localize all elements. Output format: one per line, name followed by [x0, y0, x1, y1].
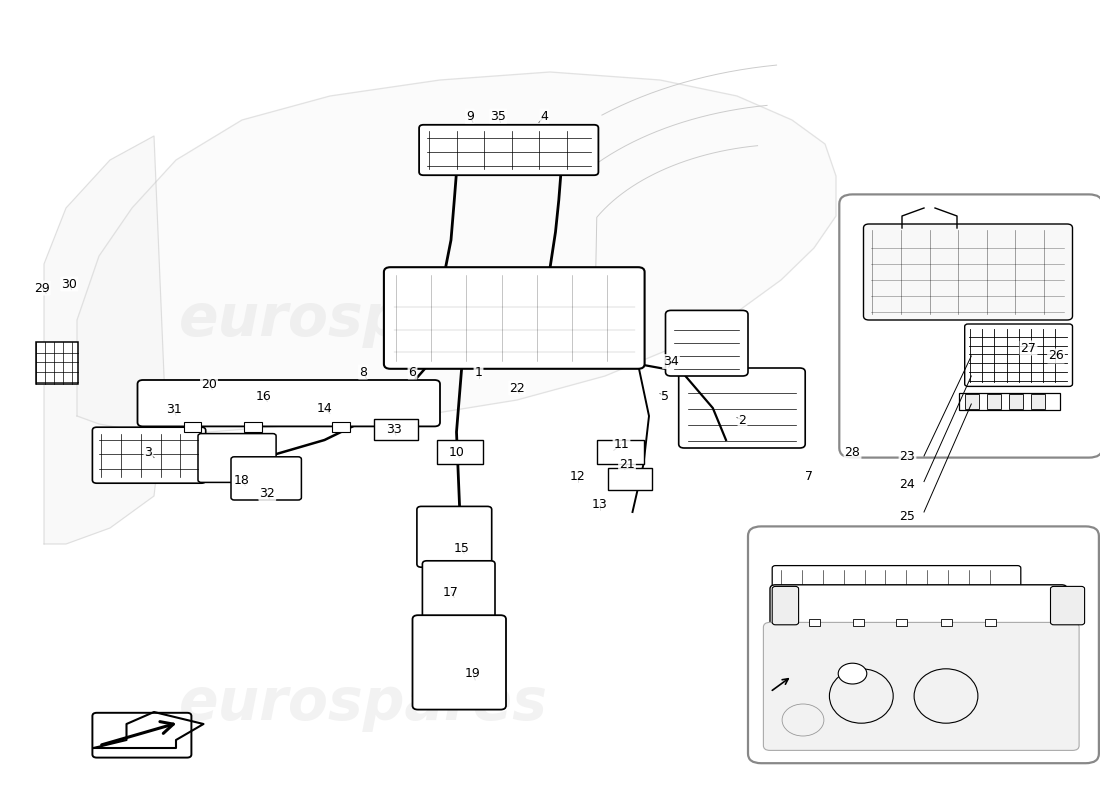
FancyBboxPatch shape — [666, 310, 748, 376]
Bar — [959, 393, 1060, 410]
Text: 21: 21 — [619, 458, 635, 470]
Bar — [36, 342, 78, 384]
Text: 1: 1 — [474, 366, 483, 378]
FancyBboxPatch shape — [1050, 586, 1085, 625]
FancyBboxPatch shape — [138, 380, 440, 426]
Text: 5: 5 — [661, 390, 670, 402]
FancyBboxPatch shape — [412, 615, 506, 710]
Text: 8: 8 — [359, 366, 367, 378]
FancyBboxPatch shape — [864, 224, 1072, 320]
Text: 15: 15 — [454, 542, 470, 554]
Text: 25: 25 — [900, 510, 915, 522]
Bar — [244, 422, 262, 432]
FancyBboxPatch shape — [92, 427, 206, 483]
Bar — [896, 619, 907, 626]
Text: 24: 24 — [900, 478, 915, 490]
FancyBboxPatch shape — [839, 194, 1100, 458]
FancyBboxPatch shape — [417, 506, 492, 567]
Circle shape — [838, 663, 867, 684]
Bar — [984, 619, 996, 626]
Text: 6: 6 — [408, 366, 417, 378]
Text: 18: 18 — [234, 474, 250, 486]
Text: 31: 31 — [166, 403, 182, 416]
Bar — [608, 468, 652, 490]
Text: 14: 14 — [317, 402, 332, 414]
Text: 35: 35 — [491, 110, 506, 122]
FancyBboxPatch shape — [419, 125, 598, 175]
Text: 34: 34 — [663, 355, 679, 368]
Text: 30: 30 — [62, 278, 77, 290]
Text: eurospares: eurospares — [178, 675, 548, 733]
Bar — [965, 394, 979, 409]
FancyBboxPatch shape — [748, 526, 1099, 763]
FancyBboxPatch shape — [679, 368, 805, 448]
FancyBboxPatch shape — [384, 267, 645, 369]
FancyBboxPatch shape — [770, 585, 1067, 626]
Text: 26: 26 — [1048, 350, 1064, 362]
Bar — [808, 619, 820, 626]
Text: 11: 11 — [614, 438, 629, 450]
Polygon shape — [94, 712, 204, 748]
FancyBboxPatch shape — [422, 561, 495, 623]
Bar — [184, 422, 201, 432]
FancyBboxPatch shape — [965, 324, 1072, 386]
FancyBboxPatch shape — [763, 622, 1079, 750]
Text: 16: 16 — [256, 390, 272, 402]
Text: 7: 7 — [804, 470, 813, 482]
Text: 33: 33 — [386, 423, 402, 436]
Text: 23: 23 — [900, 450, 915, 462]
Bar — [1031, 394, 1045, 409]
FancyBboxPatch shape — [772, 566, 1021, 588]
Polygon shape — [44, 136, 165, 544]
Text: 28: 28 — [845, 446, 860, 458]
Text: 20: 20 — [201, 378, 217, 390]
Text: 29: 29 — [34, 282, 50, 294]
FancyBboxPatch shape — [198, 434, 276, 482]
Text: 4: 4 — [540, 110, 549, 122]
Text: 17: 17 — [443, 586, 459, 598]
Text: 32: 32 — [260, 487, 275, 500]
Text: 27: 27 — [1021, 342, 1036, 354]
Text: 10: 10 — [449, 446, 464, 458]
Text: 19: 19 — [465, 667, 481, 680]
Bar — [332, 422, 350, 432]
FancyBboxPatch shape — [772, 586, 799, 625]
Bar — [1009, 394, 1023, 409]
Text: 12: 12 — [570, 470, 585, 482]
Bar — [597, 440, 644, 464]
Text: 13: 13 — [592, 498, 607, 510]
Bar — [852, 619, 864, 626]
Bar — [374, 419, 418, 440]
Text: 22: 22 — [509, 382, 525, 394]
FancyBboxPatch shape — [92, 713, 191, 758]
Text: eurospares: eurospares — [178, 291, 548, 349]
Bar — [940, 619, 952, 626]
Bar — [437, 440, 483, 464]
Text: 9: 9 — [465, 110, 474, 122]
FancyBboxPatch shape — [231, 457, 301, 500]
Text: 3: 3 — [144, 446, 153, 458]
Text: 2: 2 — [738, 414, 747, 426]
Polygon shape — [77, 72, 836, 432]
Bar — [987, 394, 1001, 409]
